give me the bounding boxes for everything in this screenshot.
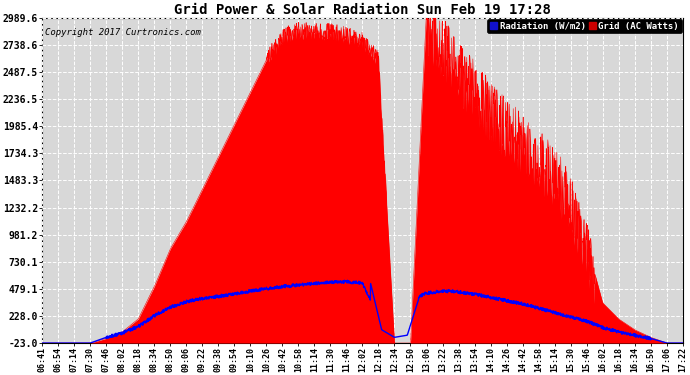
Text: Copyright 2017 Curtronics.com: Copyright 2017 Curtronics.com [46, 28, 201, 37]
Title: Grid Power & Solar Radiation Sun Feb 19 17:28: Grid Power & Solar Radiation Sun Feb 19 … [174, 3, 551, 17]
Legend: Radiation (W/m2), Grid (AC Watts): Radiation (W/m2), Grid (AC Watts) [487, 19, 682, 33]
